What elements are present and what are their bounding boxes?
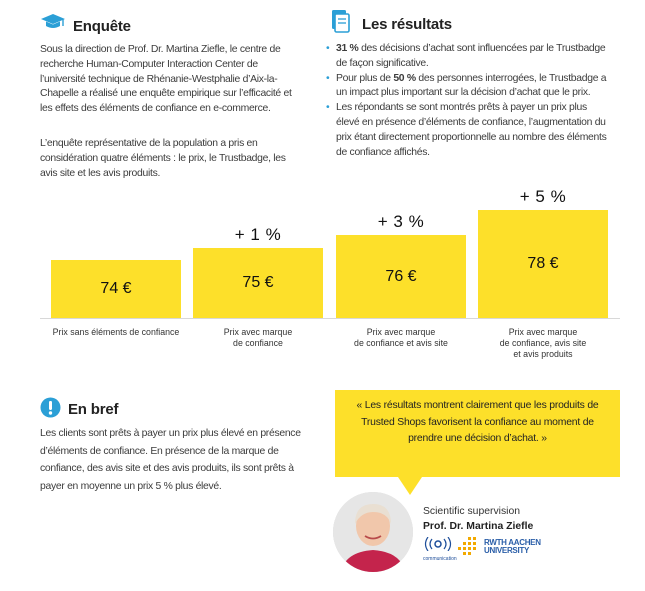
highlight-value: 50 % — [393, 72, 416, 84]
supervision-label: Scientific supervision — [423, 506, 521, 517]
chart-bar: 78 € — [478, 210, 608, 318]
bar-value-label: 76 € — [385, 267, 417, 285]
chart-bar: 76 € — [336, 235, 466, 318]
exclamation-icon — [40, 397, 61, 423]
list-item-text: des personnes interrogées, le Trustbadge… — [336, 72, 607, 99]
chart-axis-line — [40, 318, 620, 319]
bar-value-label: 78 € — [527, 255, 559, 272]
category-label: Prix avec marque de confiance et avis sit… — [336, 327, 466, 349]
enquete-paragraph-2: L’enquête représentative de la populatio… — [40, 138, 286, 179]
quote-box: « Les résultats montrent clairement que … — [335, 390, 620, 477]
rwth-logo: RWTH AACHEN UNIVERSITY — [484, 538, 541, 555]
resultats-list: 31 % des décisions d’achat sont influenc… — [326, 42, 610, 160]
bar-increase-label: + 5 % — [519, 187, 567, 206]
category-label: Prix avec marque de confiance — [193, 327, 323, 349]
quote-text: « Les résultats montrent clairement que … — [356, 400, 599, 444]
avatar — [333, 492, 413, 572]
bar-value-label: 74 € — [100, 280, 132, 297]
category-label: Prix sans éléments de confiance — [51, 327, 181, 338]
category-label-line: de confiance, avis site — [499, 338, 587, 348]
bar-increase-label: + 1 % — [234, 224, 282, 244]
category-label-line: Prix avec marque — [508, 327, 578, 337]
enbref-paragraph: Les clients sont prêts à payer un prix p… — [40, 428, 301, 492]
category-label-line: de confiance — [233, 338, 283, 348]
dot-grid-logo — [458, 536, 480, 563]
category-label: Prix avec marque de confiance, avis site e… — [478, 327, 608, 360]
list-item: Pour plus de 50 % des personnes interrog… — [326, 72, 610, 102]
chart-bar: 74 € — [51, 260, 181, 318]
list-item-text: Les répondants se sont montrés prêts à p… — [336, 102, 607, 158]
list-item: 31 % des décisions d’achat sont influenc… — [326, 42, 610, 72]
category-label-line: Prix avec marque — [223, 327, 293, 337]
graduation-cap-icon — [40, 12, 66, 37]
list-item: Les répondants se sont montrés prêts à p… — [326, 101, 610, 160]
bar-value-label: 75 € — [242, 273, 274, 291]
enquete-paragraph-1: Sous la direction de Prof. Dr. Martina Z… — [40, 44, 292, 115]
supervisor-name: Prof. Dr. Martina Ziefle — [423, 521, 534, 532]
quote-pointer — [398, 477, 422, 495]
category-label-line: et avis produits — [513, 349, 573, 359]
chart-bar: 75 € — [193, 247, 323, 318]
bar-increase-label: + 3 % — [377, 212, 425, 231]
highlight-value: 31 % — [336, 43, 359, 54]
list-item-text: Pour plus de — [336, 72, 394, 84]
document-icon — [329, 8, 351, 38]
enbref-title: En bref — [68, 401, 119, 418]
resultats-title: Les résultats — [362, 16, 452, 33]
list-item-text: des décisions d’achat sont influencées p… — [336, 43, 606, 69]
communication-logo-text: communication — [423, 556, 457, 562]
category-label-line: de confiance et avis site — [354, 338, 448, 348]
category-label-line: Prix avec marque — [366, 327, 436, 337]
enquete-title: Enquête — [73, 18, 131, 35]
communication-logo: communication — [423, 536, 457, 562]
category-label-line: Prix sans éléments de confiance — [52, 327, 180, 337]
